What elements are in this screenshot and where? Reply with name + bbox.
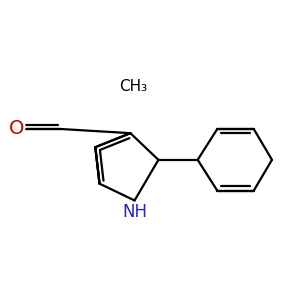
Text: O: O [8, 119, 24, 139]
Text: CH₃: CH₃ [119, 79, 147, 94]
Text: NH: NH [122, 203, 147, 221]
